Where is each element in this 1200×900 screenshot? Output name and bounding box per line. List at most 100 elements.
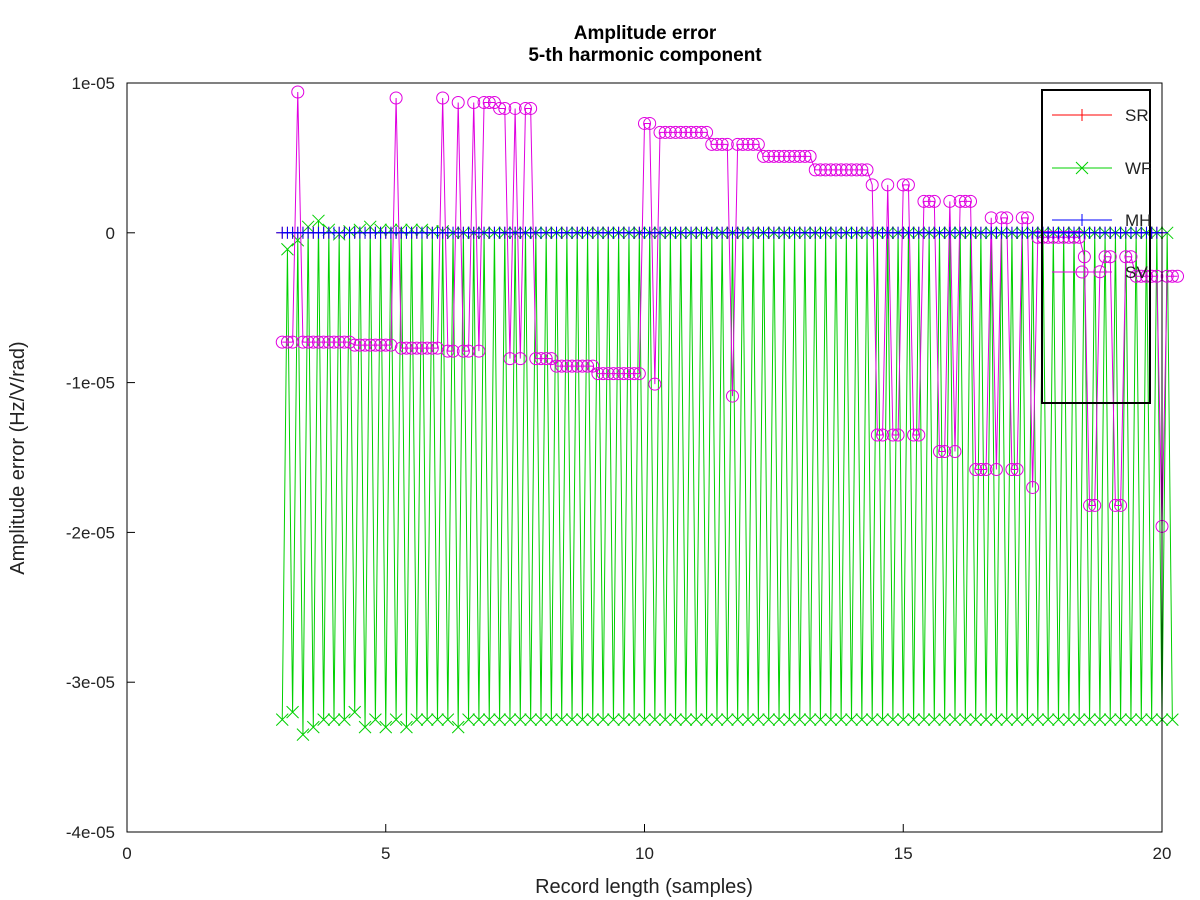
- data-point-sv: [922, 194, 936, 208]
- data-point-sv: [379, 338, 393, 352]
- data-point-wf: [679, 713, 693, 727]
- data-point-sv: [384, 338, 398, 352]
- x-axis-label: Record length (samples): [535, 876, 753, 898]
- data-point-sv: [1134, 269, 1148, 283]
- data-point-sv: [907, 428, 921, 442]
- data-point-sv: [669, 125, 683, 139]
- data-point-sv: [932, 445, 946, 459]
- x-tick-label: 10: [635, 844, 654, 863]
- data-point-sv: [311, 335, 325, 349]
- data-point-sv: [824, 163, 838, 177]
- data-point-sv: [782, 149, 796, 163]
- series-line-wf: [281, 220, 1173, 735]
- data-point-wf: [896, 713, 910, 727]
- data-point-wf: [1103, 713, 1117, 727]
- data-point-sv: [456, 344, 470, 358]
- data-point-wf: [317, 713, 331, 727]
- data-point-sv: [788, 149, 802, 163]
- y-axis-label: Amplitude error (Hz/V/rad): [7, 341, 29, 574]
- data-point-wf: [379, 720, 393, 734]
- data-point-wf: [824, 713, 838, 727]
- data-point-wf: [410, 713, 424, 727]
- data-point-sv: [943, 194, 957, 208]
- data-point-sv: [317, 335, 331, 349]
- legend-marker: [1075, 265, 1089, 279]
- y-tick-label: 1e-05: [72, 74, 115, 93]
- data-point-sv: [694, 125, 708, 139]
- data-point-sv: [896, 178, 910, 192]
- data-point-sv: [617, 367, 631, 381]
- data-point-sv: [596, 367, 610, 381]
- data-point-wf: [990, 713, 1003, 727]
- data-point-wf: [275, 713, 289, 727]
- data-point-sv: [658, 125, 672, 139]
- data-point-wf: [1031, 713, 1045, 727]
- data-point-sv: [741, 137, 755, 151]
- data-point-sv: [700, 125, 714, 139]
- axis-ticks: 0 5 10 15 20 1e-05 0 -1e-05 -2e-05 -3e-05 -4e-05: [66, 74, 1172, 863]
- data-point-sv: [539, 352, 553, 366]
- legend: SR WF MH SV: [1041, 89, 1151, 404]
- data-point-wf: [938, 713, 952, 727]
- data-point-sv: [1129, 269, 1143, 283]
- data-point-sv: [829, 163, 843, 177]
- series-layer: [275, 85, 1185, 741]
- data-point-sv: [632, 367, 646, 381]
- y-tick-label: -4e-05: [66, 823, 115, 842]
- x-tick-label: 0: [122, 844, 131, 863]
- data-point-wf: [555, 713, 569, 727]
- data-point-sv: [845, 163, 858, 177]
- data-point-wf: [576, 713, 589, 727]
- data-point-wf: [617, 713, 631, 727]
- data-point-sv: [839, 163, 853, 177]
- data-point-sv: [984, 211, 998, 225]
- data-point-wf: [627, 713, 641, 727]
- data-point-wf: [1083, 713, 1096, 727]
- legend-label: MH: [1125, 211, 1151, 230]
- data-point-sv: [881, 178, 895, 192]
- y-tick-label: -2e-05: [66, 523, 115, 542]
- data-point-sv: [746, 137, 760, 151]
- data-point-wf: [876, 713, 889, 727]
- data-point-sv: [1020, 211, 1034, 225]
- data-point-sv: [715, 137, 729, 151]
- legend-marker: [1076, 214, 1088, 226]
- data-point-sv: [508, 101, 522, 115]
- data-point-wf: [1114, 713, 1127, 727]
- data-point-wf: [731, 713, 745, 727]
- data-point-sv: [410, 341, 424, 355]
- data-point-wf: [482, 713, 496, 727]
- data-point-sv: [581, 359, 595, 373]
- data-point-sv: [524, 101, 538, 115]
- data-point-sv: [1171, 269, 1185, 283]
- data-point-sv: [591, 367, 605, 381]
- data-point-wf: [638, 713, 651, 727]
- data-point-sv: [917, 194, 931, 208]
- data-point-wf: [281, 242, 294, 256]
- data-point-wf: [420, 713, 434, 727]
- data-point-sv: [876, 428, 890, 442]
- data-point-sv: [431, 341, 444, 355]
- data-point-sv: [953, 194, 967, 208]
- data-point-wf: [793, 713, 807, 727]
- data-point-sv: [306, 335, 320, 349]
- data-point-wf: [451, 720, 465, 734]
- data-point-wf: [534, 713, 548, 727]
- data-point-sv: [689, 125, 703, 139]
- data-point-sv: [467, 95, 481, 109]
- data-point-wf: [1052, 713, 1065, 727]
- data-point-wf: [886, 713, 900, 727]
- data-point-wf: [1124, 713, 1138, 727]
- x-tick-label: 20: [1153, 844, 1172, 863]
- y-tick-label: -1e-05: [66, 374, 115, 393]
- data-point-sv: [912, 428, 926, 442]
- data-point-wf: [513, 713, 527, 727]
- data-point-sv: [638, 116, 651, 130]
- data-point-wf: [306, 720, 320, 734]
- data-point-wf: [751, 713, 765, 727]
- data-point-sv: [498, 101, 512, 115]
- data-point-sv: [358, 338, 372, 352]
- data-point-sv: [446, 344, 460, 358]
- data-point-wf: [441, 713, 455, 727]
- data-point-sv: [363, 338, 377, 352]
